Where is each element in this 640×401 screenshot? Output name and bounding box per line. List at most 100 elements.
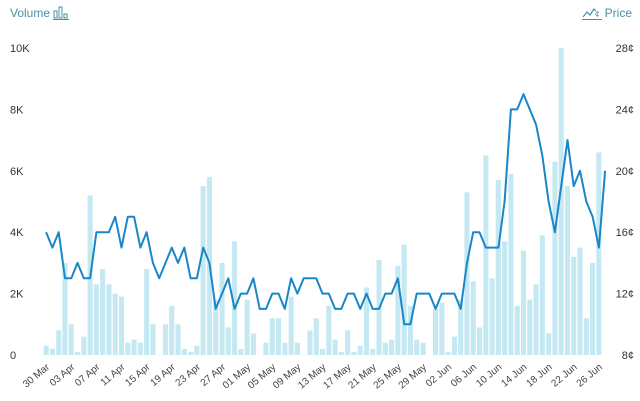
volume-bar (49, 348, 55, 355)
volume-bar (571, 256, 577, 355)
y-left-tick: 8K (10, 104, 24, 116)
volume-bar (558, 48, 564, 355)
volume-bar (539, 235, 545, 355)
volume-bar (546, 333, 552, 355)
volume-bar (137, 342, 143, 355)
volume-bar (169, 305, 175, 355)
volume-bar (43, 345, 49, 355)
volume-bars (43, 48, 602, 356)
volume-bar (332, 339, 338, 355)
x-tick-label: 14 Jun (499, 362, 529, 390)
volume-bar (345, 330, 351, 355)
volume-bar (520, 250, 526, 355)
x-tick-label: 18 Jun (524, 362, 554, 390)
volume-bar (502, 241, 508, 355)
volume-bar (263, 342, 269, 355)
y-left-tick: 6K (10, 166, 24, 178)
volume-bar (175, 324, 181, 355)
legend-price[interactable]: ¢ Price (581, 6, 632, 20)
volume-bar (527, 299, 533, 355)
x-tick-label: 22 Jun (550, 362, 580, 390)
x-tick-label: 07 Apr (73, 361, 103, 388)
volume-bar (106, 284, 112, 355)
legend-volume[interactable]: Volume (10, 6, 70, 20)
volume-bar (313, 318, 319, 355)
volume-bar (213, 299, 219, 355)
volume-bar (495, 180, 501, 355)
volume-bar (470, 281, 476, 355)
y-left-tick: 0 (10, 350, 16, 362)
volume-bar (276, 318, 282, 355)
volume-bar (269, 318, 275, 355)
volume-bar (596, 152, 602, 355)
volume-bar (583, 318, 589, 355)
volume-bar (590, 262, 596, 355)
volume-bar (162, 324, 168, 355)
y-right-tick: 8¢ (622, 350, 634, 362)
volume-bar (238, 348, 244, 355)
svg-text:¢: ¢ (595, 10, 599, 19)
volume-bar (370, 348, 376, 355)
y-right-tick: 24¢ (616, 104, 634, 116)
y-left-tick: 4K (10, 227, 24, 239)
volume-bar (508, 173, 514, 355)
line-chart-cent-icon: ¢ (581, 8, 602, 20)
volume-bar (389, 339, 395, 355)
volume-bar (244, 299, 250, 355)
volume-bar (250, 333, 256, 355)
y-right-tick: 28¢ (616, 43, 634, 55)
volume-bar (420, 342, 426, 355)
volume-bar (100, 269, 106, 355)
x-tick-label: 26 Jun (575, 362, 605, 390)
x-tick-label: 29 May (397, 362, 429, 392)
volume-bar (351, 351, 357, 355)
volume-bar (320, 348, 326, 355)
volume-bar (401, 244, 407, 355)
volume-bar (357, 345, 363, 355)
legend-volume-label: Volume (10, 6, 51, 20)
volume-bar (288, 296, 294, 355)
volume-bar (407, 305, 413, 355)
volume-bar (194, 345, 200, 355)
y-left-tick: 10K (10, 43, 30, 55)
volume-bar (326, 305, 332, 355)
y-axis-right: 8¢ 12¢ 16¢ 20¢ 24¢ 28¢ (616, 43, 634, 362)
volume-bar (181, 348, 187, 355)
volume-bar (414, 339, 420, 355)
volume-bar (564, 186, 570, 355)
volume-bar (477, 327, 483, 355)
volume-bar (338, 351, 344, 355)
volume-bar (119, 296, 125, 355)
volume-bar (294, 342, 300, 355)
price-line (45, 93, 607, 326)
volume-bar (282, 342, 288, 355)
volume-bar (150, 324, 156, 355)
x-tick-label: 10 Jun (474, 362, 504, 390)
x-tick-label: 11 Apr (99, 361, 128, 388)
volume-bar (445, 351, 451, 355)
volume-bar (533, 284, 539, 355)
y-right-tick: 12¢ (616, 289, 634, 301)
volume-bar (225, 327, 231, 355)
x-tick-label: 02 Jun (424, 362, 454, 390)
volume-bar (489, 278, 495, 356)
x-tick-label: 23 Apr (174, 361, 204, 388)
volume-bar (81, 336, 87, 355)
y-axis-left: 0 2K 4K 6K 8K 10K (10, 43, 30, 362)
volume-bar (464, 192, 470, 355)
y-right-tick: 20¢ (616, 166, 634, 178)
volume-bar (483, 155, 489, 355)
volume-bar (219, 262, 225, 355)
volume-bar (577, 247, 583, 355)
volume-bar (307, 330, 313, 355)
volume-bar (62, 262, 68, 355)
legend-price-label: Price (604, 6, 632, 20)
x-tick-label: 30 Mar (21, 361, 52, 390)
volume-bar (382, 342, 388, 355)
x-tick-label: 03 Apr (48, 361, 78, 388)
volume-bar (93, 284, 99, 355)
bar-chart-icon (53, 6, 70, 20)
volume-bar (188, 351, 194, 355)
